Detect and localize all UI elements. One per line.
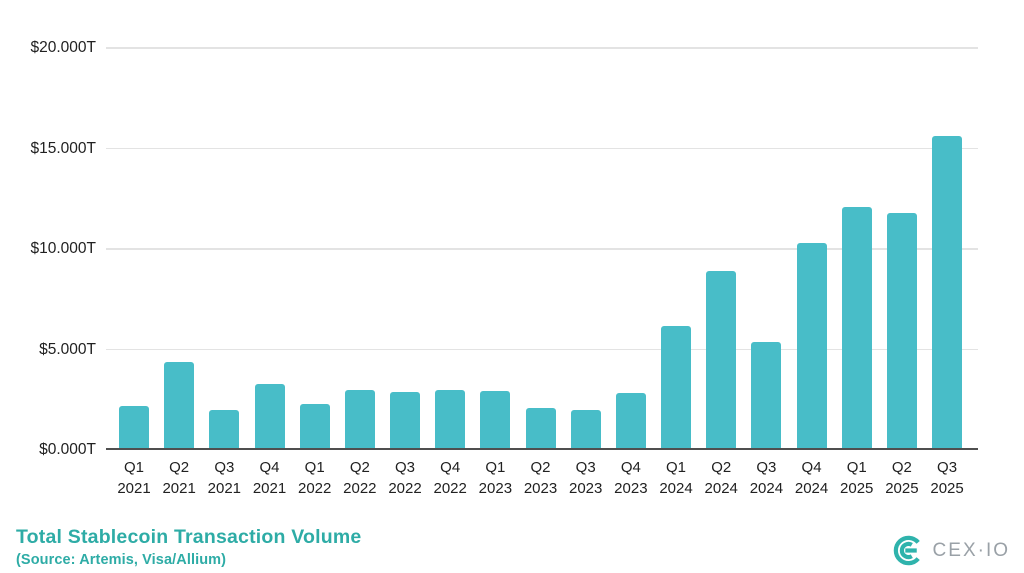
x-tick-quarter: Q4 <box>620 459 641 476</box>
x-tick-year: 2025 <box>930 480 964 497</box>
x-tick-quarter: Q3 <box>395 459 416 476</box>
bar-q3-2025 <box>932 136 963 450</box>
x-tick-quarter: Q2 <box>349 459 370 476</box>
x-tick-label: Q1 2024 <box>645 457 707 499</box>
x-tick-year: 2022 <box>343 480 377 497</box>
x-tick-year: 2024 <box>659 480 693 497</box>
y-tick-label: $0.000T <box>39 441 96 458</box>
x-tick-quarter: Q1 <box>666 459 687 476</box>
x-tick-label: Q1 2025 <box>826 457 888 499</box>
x-tick-quarter: Q1 <box>485 459 506 476</box>
x-tick-label: Q2 2023 <box>510 457 572 499</box>
bar-q1-2021 <box>119 405 149 450</box>
x-tick-label: Q1 2021 <box>103 457 165 499</box>
x-tick-label: Q4 2023 <box>600 457 662 499</box>
x-axis-line <box>106 448 978 450</box>
x-tick-quarter: Q4 <box>259 459 280 476</box>
x-tick-label: Q3 2022 <box>374 457 436 499</box>
x-tick-quarter: Q1 <box>123 459 144 476</box>
x-tick-quarter: Q1 <box>304 459 325 476</box>
x-tick-year: 2022 <box>433 480 467 497</box>
bar-q1-2025 <box>841 206 872 450</box>
x-tick-quarter: Q3 <box>937 459 958 476</box>
x-tick-label: Q1 2023 <box>464 457 526 499</box>
x-tick-year: 2023 <box>523 480 558 497</box>
x-tick-year: 2024 <box>794 480 829 497</box>
x-tick-quarter: Q2 <box>530 459 551 476</box>
y-tick-label: $15.000T <box>30 139 97 157</box>
x-tick-year: 2021 <box>117 480 151 497</box>
x-tick-label: Q2 2024 <box>690 457 752 499</box>
y-tick-label: $20.000T <box>30 39 97 56</box>
y-tick-label: $5.000T <box>39 340 96 358</box>
x-tick-quarter: Q1 <box>846 459 867 476</box>
x-tick-label: Q3 2023 <box>555 457 617 499</box>
x-tick-year: 2023 <box>569 480 603 497</box>
cexio-logo-text: CEX·IO <box>932 539 1010 561</box>
x-tick-label: Q3 2025 <box>916 457 978 499</box>
x-tick-quarter: Q4 <box>440 459 461 476</box>
gridline <box>106 348 978 351</box>
chart-footer: Total Stablecoin Transaction Volume (Sou… <box>16 526 361 568</box>
x-tick-label: Q1 2022 <box>284 457 346 499</box>
x-tick-year: 2022 <box>388 480 422 497</box>
cexio-logo: CEX·IO <box>892 534 1010 567</box>
x-tick-label: Q2 2025 <box>871 457 933 499</box>
x-tick-quarter: Q2 <box>891 459 912 476</box>
x-tick-year: 2025 <box>885 480 919 497</box>
gridline <box>106 47 978 49</box>
x-tick-year: 2025 <box>840 480 874 497</box>
x-tick-quarter: Q2 <box>169 459 190 476</box>
bar-q2-2024 <box>706 271 737 450</box>
x-tick-quarter: Q3 <box>756 459 777 476</box>
bar-q4-2023 <box>615 392 646 450</box>
x-tick-label: Q2 2021 <box>148 457 210 499</box>
bar-q4-2024 <box>796 242 827 450</box>
x-tick-label: Q2 2022 <box>329 457 391 499</box>
bar-q3-2021 <box>209 409 240 450</box>
x-tick-quarter: Q3 <box>575 459 596 476</box>
bar-q1-2022 <box>299 403 330 450</box>
x-tick-year: 2021 <box>207 480 242 497</box>
bar-q3-2023 <box>570 409 601 450</box>
bar-q1-2024 <box>661 326 692 450</box>
x-tick-label: Q3 2021 <box>193 457 255 499</box>
plot-area: $0.000T $5.000T $10.000T $15.000T $20.000T Q1… <box>31 39 978 497</box>
x-tick-year: 2022 <box>297 480 332 497</box>
x-tick-year: 2021 <box>252 480 287 497</box>
x-tick-year: 2024 <box>749 480 784 497</box>
x-tick-quarter: Q3 <box>214 459 235 476</box>
x-tick-year: 2023 <box>478 480 513 497</box>
x-tick-label: Q4 2024 <box>781 457 843 499</box>
x-tick-label: Q4 2021 <box>239 457 301 499</box>
bar-q4-2021 <box>254 383 285 450</box>
bar-q3-2022 <box>390 391 421 450</box>
x-tick-label: Q3 2024 <box>735 457 797 499</box>
x-tick-year: 2021 <box>162 480 196 497</box>
x-tick-label: Q4 2022 <box>419 457 481 499</box>
x-tick-quarter: Q4 <box>801 459 822 476</box>
bar-q3-2024 <box>751 342 782 450</box>
chart-title: Total Stablecoin Transaction Volume <box>16 526 362 548</box>
chart-source: (Source: Artemis, Visa/Allium) <box>16 552 227 568</box>
bar-q2-2025 <box>886 212 917 450</box>
x-tick-quarter: Q2 <box>711 459 732 476</box>
x-tick-year: 2023 <box>614 480 648 497</box>
bar-q2-2021 <box>164 361 195 450</box>
gridline <box>106 147 978 150</box>
bar-q1-2023 <box>480 390 511 450</box>
x-tick-year: 2024 <box>704 480 738 497</box>
gridline <box>106 248 978 250</box>
bar-q2-2022 <box>344 389 375 450</box>
bar-q4-2022 <box>435 389 466 450</box>
y-tick-label: $10.000T <box>30 240 97 257</box>
bar-q2-2023 <box>525 407 556 450</box>
cexio-logo-icon <box>893 535 920 566</box>
